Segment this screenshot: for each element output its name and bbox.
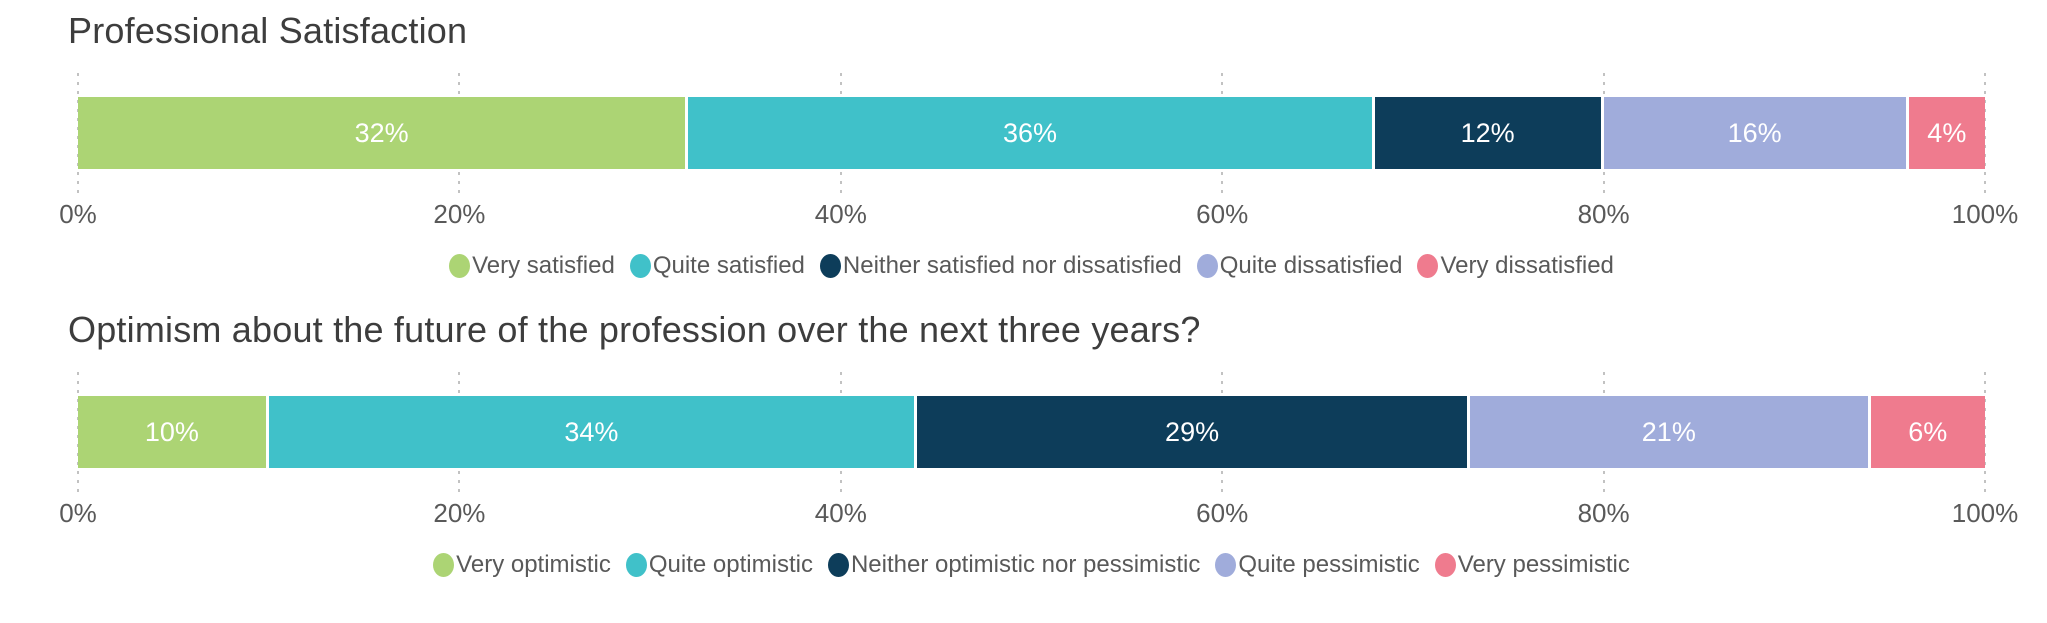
legend-swatch-icon [827, 553, 849, 577]
segment-value-label: 21% [1641, 416, 1696, 447]
axis-tick-100: 100% [1951, 498, 2019, 528]
axis-tick-80: 80% [1577, 498, 1630, 528]
legend-label: Neither satisfied nor dissatisfied [842, 252, 1182, 279]
segment-value-label: 6% [1908, 416, 1948, 447]
bar-segment-very-pessimistic: 6% [1870, 396, 1985, 468]
stacked-bar: 32% 36% 12% 16% 4% [78, 97, 1985, 169]
x-axis: 0% 20% 40% 60% 80% 100% [59, 498, 2018, 530]
legend-swatch-icon [819, 254, 841, 278]
legend-swatch-icon [433, 553, 455, 577]
legend-swatch-icon [625, 553, 647, 577]
axis-tick-60: 60% [1196, 199, 1249, 229]
chart-title: Optimism about the future of the profess… [68, 309, 1201, 350]
bar-segment-neither-satisfied: 12% [1374, 97, 1604, 169]
legend-item-neither-satisfied: Neither satisfied nor dissatisfied [819, 252, 1182, 280]
axis-tick-20: 20% [433, 498, 486, 528]
bar-segment-very-optimistic: 10% [78, 396, 269, 468]
plot-area: 10% 34% 29% 21% 6% [77, 372, 1986, 498]
legend-label: Very optimistic [456, 551, 611, 578]
bar-segment-very-dissatisfied: 4% [1908, 97, 1985, 169]
axis-tick-0: 0% [59, 498, 97, 528]
optimism-chart: Optimism about the future of the profess… [0, 307, 2047, 580]
segment-value-label: 10% [144, 416, 199, 447]
legend-swatch-icon [449, 254, 471, 278]
bar-segment-quite-dissatisfied: 16% [1603, 97, 1909, 169]
legend-item-very-dissatisfied: Very dissatisfied [1417, 252, 1614, 280]
segment-value-label: 36% [1002, 117, 1058, 148]
bar-segment-neither-optimistic: 29% [917, 396, 1471, 468]
bar-segment-very-satisfied: 32% [78, 97, 689, 169]
legend-item-quite-optimistic: Quite optimistic [625, 551, 813, 579]
axis-tick-40: 40% [814, 498, 867, 528]
legend-label: Quite satisfied [652, 252, 805, 279]
legend-item-quite-satisfied: Quite satisfied [629, 252, 805, 280]
axis-tick-60: 60% [1196, 498, 1249, 528]
legend-label: Neither optimistic nor pessimistic [850, 551, 1201, 578]
satisfaction-chart: Professional Satisfaction 32% 36% 12% 16… [0, 0, 2047, 281]
legend-swatch-icon [1417, 254, 1439, 278]
legend-item-very-optimistic: Very optimistic [433, 551, 611, 579]
legend-label: Quite dissatisfied [1219, 252, 1403, 279]
legend-label: Quite pessimistic [1238, 551, 1420, 578]
legend-label: Very pessimistic [1457, 551, 1630, 578]
axis-tick-40: 40% [814, 199, 867, 229]
bar-segment-quite-pessimistic: 21% [1470, 396, 1871, 468]
gridline-100 [1984, 73, 1986, 199]
bar-segment-quite-optimistic: 34% [268, 396, 918, 468]
axis-tick-0: 0% [59, 199, 97, 229]
plot-area: 32% 36% 12% 16% 4% [77, 73, 1986, 199]
legend-swatch-icon [1215, 553, 1237, 577]
gridline-100 [1984, 372, 1986, 498]
legend-item-very-satisfied: Very satisfied [449, 252, 615, 280]
segment-value-label: 16% [1727, 117, 1782, 148]
legend-label: Very dissatisfied [1440, 252, 1614, 279]
bar-segment-quite-satisfied: 36% [688, 97, 1375, 169]
legend-item-very-pessimistic: Very pessimistic [1434, 551, 1630, 579]
legend-item-quite-pessimistic: Quite pessimistic [1215, 551, 1420, 579]
legend: Very satisfied Quite satisfied Neither s… [78, 251, 1985, 281]
segment-value-label: 29% [1165, 416, 1220, 447]
axis-tick-20: 20% [433, 199, 486, 229]
x-axis: 0% 20% 40% 60% 80% 100% [59, 199, 2018, 231]
segment-value-label: 32% [354, 117, 409, 148]
legend-swatch-icon [629, 254, 651, 278]
legend-swatch-icon [1434, 553, 1456, 577]
segment-value-label: 12% [1460, 117, 1515, 148]
legend-swatch-icon [1196, 254, 1218, 278]
legend-item-quite-dissatisfied: Quite dissatisfied [1196, 252, 1403, 280]
axis-tick-100: 100% [1951, 199, 2019, 229]
legend-item-neither-optimistic: Neither optimistic nor pessimistic [827, 551, 1201, 579]
legend-label: Quite optimistic [648, 551, 813, 578]
legend: Very optimistic Quite optimistic Neither… [78, 550, 1985, 580]
stacked-bar: 10% 34% 29% 21% 6% [78, 396, 1985, 468]
segment-value-label: 4% [1927, 117, 1967, 148]
legend-label: Very satisfied [472, 252, 615, 279]
axis-tick-80: 80% [1577, 199, 1630, 229]
chart-title: Professional Satisfaction [68, 10, 468, 51]
segment-value-label: 34% [564, 416, 619, 447]
